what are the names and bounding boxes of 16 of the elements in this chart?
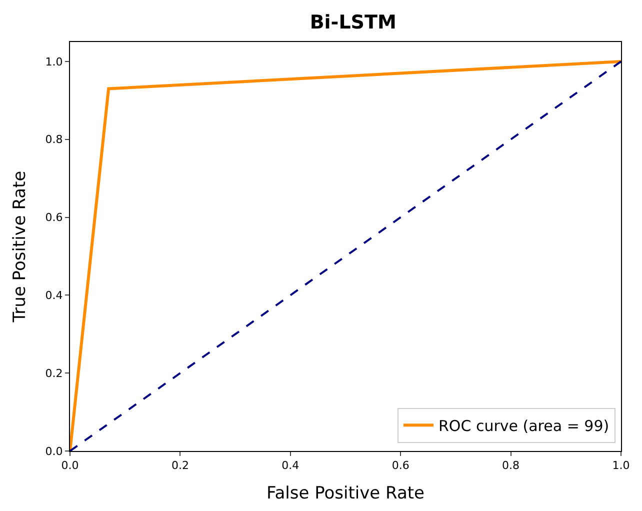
y-tick-label: 1.0 <box>45 55 63 68</box>
y-tick-label: 0.8 <box>45 133 63 146</box>
chart-title: Bi-LSTM <box>310 12 396 34</box>
x-tick-label: 0.2 <box>171 459 189 472</box>
x-tick-label: 0.0 <box>61 459 79 472</box>
legend-label: ROC curve (area = 99) <box>438 416 610 435</box>
y-axis-title: True Positive Rate <box>10 170 30 324</box>
y-tick-label: 0.2 <box>45 366 63 380</box>
x-axis-title: False Positive Rate <box>266 484 424 504</box>
x-tick-label: 0.8 <box>502 459 520 472</box>
y-tick-label: 0.0 <box>45 444 63 458</box>
y-tick-label: 0.6 <box>45 211 63 224</box>
x-tick-label: 1.0 <box>612 459 630 472</box>
y-tick-label: 0.4 <box>45 289 63 302</box>
x-tick-label: 0.6 <box>392 459 410 472</box>
x-tick-label: 0.4 <box>282 459 300 472</box>
